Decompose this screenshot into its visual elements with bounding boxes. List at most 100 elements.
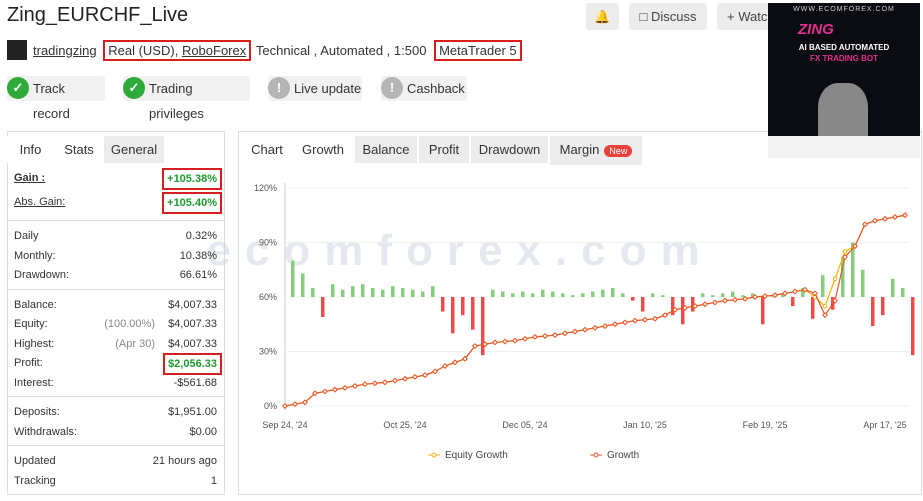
daily-bar — [391, 286, 395, 297]
point — [742, 295, 748, 302]
point — [442, 363, 448, 370]
daily-bar — [311, 287, 315, 297]
x-tick-label: Oct 25, '24 — [383, 420, 426, 430]
daily-bar — [761, 297, 765, 325]
point — [842, 254, 848, 261]
stat-label: Daily — [14, 230, 39, 242]
point — [342, 384, 348, 391]
new-badge: New — [604, 145, 633, 157]
stat-row: Updated 21 hours ago — [14, 453, 217, 469]
chart-tab[interactable]: Growth — [293, 136, 353, 163]
daily-bar — [341, 289, 345, 297]
chart-tab[interactable]: Chart — [244, 136, 290, 163]
y-tick-label: 90% — [259, 238, 277, 248]
point — [852, 243, 858, 250]
daily-bar — [291, 260, 295, 297]
point — [592, 324, 598, 331]
chart-tab[interactable]: Balance — [355, 136, 417, 163]
stat-row: Gain : +105.38% — [14, 168, 222, 190]
button-label: Discuss — [650, 9, 697, 24]
stats-tab[interactable]: Stats — [54, 136, 104, 163]
y-tick-label: 120% — [254, 183, 277, 193]
button-label: Watc — [738, 9, 768, 24]
stat-row: Balance: $4,007.33 — [14, 297, 217, 313]
daily-bar — [851, 242, 855, 297]
account-type: Real (USD), — [108, 43, 179, 58]
daily-bar — [551, 291, 555, 297]
point — [702, 301, 708, 308]
tab-label: Balance — [362, 142, 410, 157]
point — [452, 359, 458, 366]
broker-link[interactable]: RoboForex — [181, 43, 247, 58]
ad-footer — [768, 136, 920, 158]
daily-bar — [891, 278, 895, 297]
point — [622, 319, 628, 326]
chart-tab[interactable]: Drawdown — [471, 136, 548, 163]
chart-tab[interactable]: Profit — [419, 136, 469, 163]
stat-row: Abs. Gain: +105.40% — [14, 192, 222, 214]
daily-bar — [571, 295, 575, 297]
point — [822, 312, 828, 319]
daily-bar — [301, 273, 305, 297]
stats-tab[interactable]: General — [104, 136, 164, 163]
daily-bar — [741, 295, 745, 297]
stat-value: $4,007.33 — [168, 298, 217, 311]
badge-icon: ✓ — [7, 77, 29, 99]
stats-tab[interactable]: Info — [7, 136, 54, 163]
daily-bar — [401, 287, 405, 297]
stat-row: Tracking 1 — [14, 473, 217, 489]
point — [902, 212, 908, 219]
stat-row: Interest: -$561.68 — [14, 375, 217, 391]
watermark: ecomforex.com — [206, 226, 713, 275]
daily-bar — [531, 293, 535, 297]
stat-row: Monthly: 10.38% — [14, 248, 217, 264]
daily-bar — [611, 287, 615, 297]
stat-value: 10.38% — [179, 249, 217, 262]
point — [532, 333, 538, 340]
stat-label: Profit: — [14, 357, 43, 369]
point — [602, 323, 608, 330]
x-tick-label: Feb 19, '25 — [743, 420, 788, 430]
daily-bar — [371, 287, 375, 297]
point — [862, 221, 868, 228]
daily-bar — [731, 291, 735, 297]
badge-icon: ! — [268, 77, 290, 99]
point — [552, 332, 558, 339]
badge-label: Live update — [294, 81, 362, 96]
daily-bar — [601, 289, 605, 297]
point — [722, 297, 728, 304]
point — [412, 373, 418, 380]
daily-bar — [911, 297, 915, 356]
account-line: tradingzing Real (USD), RoboForex Techni… — [33, 40, 522, 61]
badge-icon: ✓ — [123, 77, 145, 99]
point — [382, 379, 388, 386]
point — [892, 214, 898, 221]
notify-button[interactable]: 🔔 — [586, 3, 619, 30]
stat-label: Gain : — [14, 172, 46, 184]
daily-bar — [671, 297, 675, 316]
daily-bar — [721, 293, 725, 297]
daily-bar — [701, 293, 705, 297]
daily-bar — [901, 287, 905, 297]
point — [542, 333, 548, 340]
separator — [7, 396, 224, 397]
user-link[interactable]: tradingzing — [33, 43, 97, 58]
y-tick-label: 0% — [264, 401, 277, 411]
point — [782, 290, 788, 297]
point — [402, 375, 408, 382]
discuss-button[interactable]: □ Discuss — [629, 3, 707, 30]
daily-bar — [421, 291, 425, 297]
legend-label: Equity Growth — [445, 450, 508, 461]
daily-bar — [521, 291, 525, 297]
chart-tab[interactable]: Margin New — [550, 136, 642, 165]
tab-label: Margin — [559, 142, 600, 157]
ad-banner[interactable]: WWW.ECOMFOREX.COM ZING AI BASED AUTOMATE… — [768, 3, 920, 158]
point — [672, 306, 678, 313]
y-tick-label: 30% — [259, 347, 277, 357]
point — [762, 293, 768, 300]
x-tick-label: Sep 24, '24 — [262, 420, 307, 430]
stat-label: Deposits: — [14, 406, 60, 418]
point — [482, 341, 488, 348]
point — [802, 286, 808, 293]
